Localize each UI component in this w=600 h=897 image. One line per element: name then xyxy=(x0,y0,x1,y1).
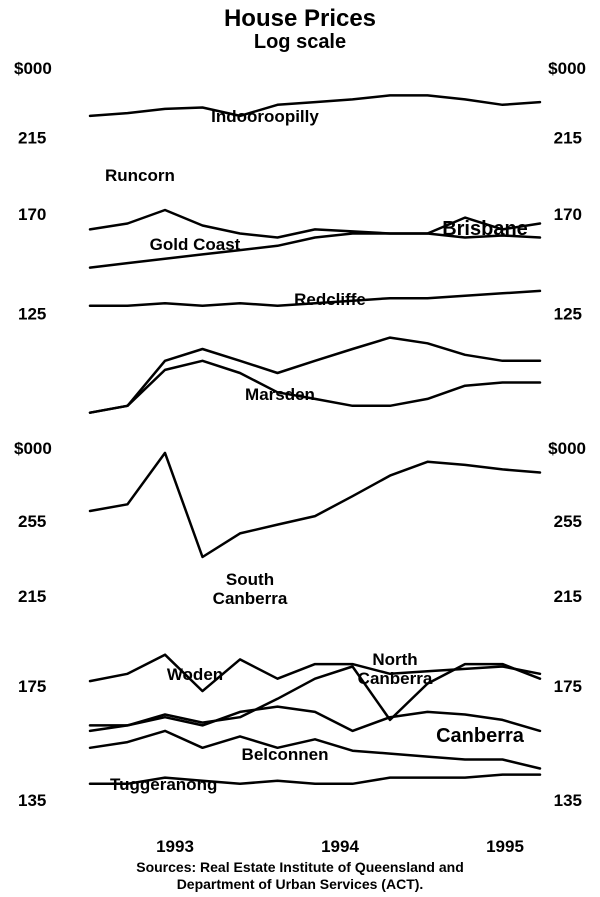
y-tick-left: 215 xyxy=(18,129,46,148)
y-tick-right: 215 xyxy=(554,129,582,148)
series-label-runcorn: Runcorn xyxy=(105,166,175,185)
series-label-woden: Woden xyxy=(167,665,223,684)
x-tick-label: 1994 xyxy=(321,837,359,856)
y-tick-right: 175 xyxy=(554,677,582,696)
chart-subtitle: Log scale xyxy=(254,31,346,53)
y-tick-right: 135 xyxy=(554,791,582,810)
y-tick-right: 125 xyxy=(554,304,582,323)
series-label-canberra: Canberra xyxy=(436,725,525,747)
house-prices-chart: House PricesLog scale $000 $000 215 215 170 17… xyxy=(0,0,600,897)
x-tick-label: 1993 xyxy=(156,837,194,856)
y-tick-right: 255 xyxy=(554,512,582,531)
chart-title: House Prices xyxy=(224,5,376,32)
y-tick-left: 175 xyxy=(18,677,46,696)
series-label-marsden: Marsden xyxy=(245,385,315,404)
y-tick-left: 255 xyxy=(18,512,46,531)
y-unit-left: $000 xyxy=(14,439,52,458)
y-tick-left: 215 xyxy=(18,587,46,606)
series-label-belconnen: Belconnen xyxy=(242,745,329,764)
y-unit-right: $000 xyxy=(548,439,586,458)
series-label-brisbane: Brisbane xyxy=(442,218,528,240)
x-tick-label: 1995 xyxy=(486,837,524,856)
series-label-north-canberra: NorthCanberra xyxy=(358,650,433,688)
chart-container: House PricesLog scale $000 $000 215 215 170 17… xyxy=(0,0,600,897)
y-tick-right: 170 xyxy=(554,205,582,224)
source-text: Department of Urban Services (ACT). xyxy=(177,876,424,892)
series-label-redcliffe: Redcliffe xyxy=(294,290,366,309)
y-tick-left: 125 xyxy=(18,304,46,323)
source-text: Sources: Real Estate Institute of Queens… xyxy=(136,859,464,875)
y-unit-right: $000 xyxy=(548,59,586,78)
series-label-south-canberra: SouthCanberra xyxy=(213,570,288,608)
series-label-indooroopilly: Indooroopilly xyxy=(211,107,319,126)
series-label-tuggeranong: Tuggeranong xyxy=(110,775,217,794)
y-tick-right: 215 xyxy=(554,587,582,606)
series-line-south-canberra xyxy=(90,453,540,557)
series-line-woden xyxy=(90,655,540,691)
y-unit-left: $000 xyxy=(14,59,52,78)
y-tick-left: 135 xyxy=(18,791,46,810)
series-label-gold-coast: Gold Coast xyxy=(150,235,241,254)
y-tick-left: 170 xyxy=(18,205,46,224)
series-line-redcliffe xyxy=(90,338,540,413)
